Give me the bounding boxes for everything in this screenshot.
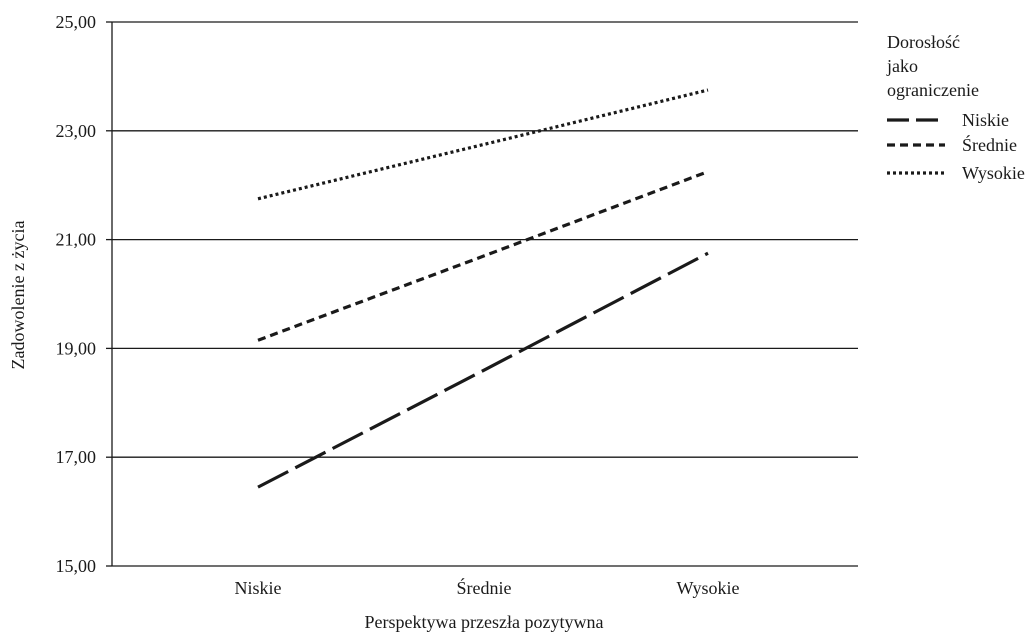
legend-title-line-3: ograniczenie bbox=[887, 80, 979, 100]
y-tick-labels: 15,00 17,00 19,00 21,00 23,00 25,00 bbox=[56, 12, 97, 576]
y-tick-label: 23,00 bbox=[56, 121, 97, 141]
series-line-1 bbox=[257, 251, 709, 489]
x-tick-label: Wysokie bbox=[677, 578, 740, 598]
x-tick-label: Średnie bbox=[457, 577, 512, 598]
legend-label-1: Niskie bbox=[962, 110, 1009, 130]
y-axis-label: Zadowolenie z życia bbox=[8, 221, 28, 370]
y-tick-label: 21,00 bbox=[56, 230, 97, 250]
legend-label-2: Średnie bbox=[962, 134, 1017, 155]
y-tick-label: 25,00 bbox=[56, 12, 97, 32]
legend-label-3: Wysokie bbox=[962, 163, 1025, 183]
legend: Dorosłość jako ograniczenie Niskie Średni… bbox=[886, 32, 1025, 183]
series-line-2 bbox=[257, 170, 709, 342]
x-axis-label: Perspektywa przeszła pozytywna bbox=[365, 612, 604, 632]
y-tick-label: 17,00 bbox=[56, 447, 97, 467]
legend-title-line-1: Dorosłość bbox=[887, 32, 960, 52]
grid-lines bbox=[112, 21, 858, 458]
y-tick-label: 19,00 bbox=[56, 338, 97, 358]
y-tick-label: 15,00 bbox=[56, 556, 97, 576]
legend-title-line-2: jako bbox=[886, 56, 918, 76]
axes bbox=[106, 21, 858, 567]
x-tick-labels: Niskie Średnie Wysokie bbox=[235, 577, 740, 598]
series-line-3 bbox=[257, 88, 709, 201]
x-tick-label: Niskie bbox=[235, 578, 282, 598]
series-lines bbox=[257, 88, 709, 489]
